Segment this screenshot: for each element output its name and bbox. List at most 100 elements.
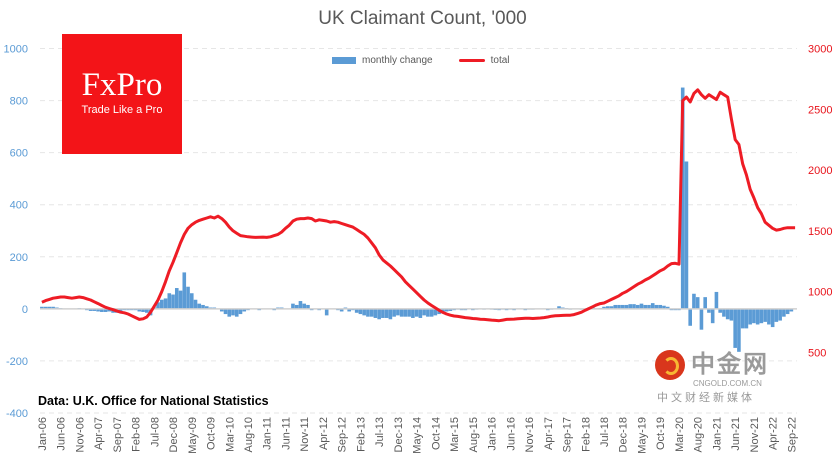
bar-monthly-change [407,308,411,317]
x-tick-label: Aug-20 [693,417,705,452]
x-tick-label: May-09 [187,417,199,454]
x-tick-label: Feb-08 [131,417,143,452]
x-tick-label: Apr-22 [768,417,780,450]
bar-monthly-change [223,308,228,315]
bar-monthly-change [306,304,310,309]
bar-monthly-change [714,291,719,309]
bar-monthly-change [88,308,93,311]
bar-monthly-change [748,308,752,325]
bar-monthly-change [737,308,741,352]
bar-monthly-change [759,308,764,324]
bar-monthly-change [294,304,299,309]
bar-monthly-change [422,308,426,316]
legend-swatch-monthly-change [332,57,356,64]
right-tick-label: 1000 [808,287,832,299]
bar-monthly-change [722,308,726,317]
left-tick-label: 400 [10,200,28,212]
x-tick-label: Jul-08 [149,417,161,447]
bar-monthly-change [159,299,164,309]
bar-monthly-change [429,308,434,317]
bar-monthly-change [740,308,745,329]
bar-monthly-change [620,304,625,309]
bar-monthly-change [411,308,415,318]
left-tick-label: 1000 [4,44,28,56]
right-axis-labels: 3000 2500 2000 1500 1000 500 [808,44,832,360]
bar-monthly-change [186,286,190,309]
bar-monthly-change [448,308,453,311]
x-tick-label: Mar-15 [449,417,461,452]
x-tick-label: Jun-11 [280,417,292,450]
watermark-url: CNGOLD.COM.CN [693,379,762,388]
bar-monthly-change [789,308,794,312]
x-tick-label: Oct-19 [655,417,667,450]
left-tick-label: 600 [10,148,28,160]
x-tick-label: Oct-14 [430,417,442,450]
right-tick-label: 3000 [808,44,832,56]
bar-monthly-change [767,308,771,325]
bar-monthly-change [763,308,767,322]
bar-monthly-change [107,308,112,312]
x-axis-labels: Jan-06 Jun-06 Nov-06 Apr-07 Sep-07 Feb-08 Jul-… [37,417,799,454]
x-tick-label: Jul-18 [599,417,611,447]
bar-monthly-change [414,308,419,317]
chart-title: UK Claimant Count, '000 [318,8,527,29]
bar-monthly-change [96,308,100,312]
fxpro-logo: FxPro Trade Like a Pro [62,34,182,154]
right-tick-label: 2000 [808,165,832,177]
bar-monthly-change [396,308,400,316]
logo-tagline: Trade Like a Pro [81,104,163,116]
bar-monthly-change [688,308,692,326]
bar-monthly-change [658,304,663,309]
bar-monthly-change [403,308,408,317]
bar-monthly-change [755,308,760,325]
bar-monthly-change [234,308,239,317]
bar-monthly-change [163,298,168,309]
bar-monthly-change [103,308,108,312]
x-tick-label: Mar-20 [674,417,686,452]
bar-monthly-change [703,297,707,309]
bar-monthly-change [381,308,385,318]
bar-monthly-change [369,308,374,317]
bar-monthly-change [51,306,55,309]
bar-monthly-change [392,308,396,317]
bar-monthly-change [654,304,659,309]
x-tick-label: Feb-18 [580,417,592,452]
bar-monthly-change [733,308,737,348]
bar-monthly-change [399,308,404,317]
bar-monthly-change [632,304,636,309]
bar-monthly-change [384,308,389,318]
bar-monthly-change [710,308,715,324]
x-tick-label: Aug-10 [243,417,255,452]
legend-label-total: total [490,55,510,66]
bar-monthly-change [354,308,359,313]
x-tick-label: May-14 [412,417,424,454]
bar-monthly-change [725,308,730,320]
bar-monthly-change [242,308,247,312]
bar-monthly-change [366,308,370,317]
bar-monthly-change [362,308,366,316]
bar-monthly-change [231,308,235,316]
x-tick-label: Jun-16 [505,417,517,451]
bar-monthly-change [189,293,194,309]
x-tick-label: Mar-10 [224,417,236,452]
bar-monthly-change [635,304,640,309]
bar-monthly-change [665,306,670,309]
watermark-slogan: 中文财经新媒体 [657,391,755,404]
bar-monthly-change [426,308,430,317]
bar-monthly-change [624,304,629,309]
bar-monthly-change [298,301,303,309]
right-tick-label: 500 [808,347,826,359]
bar-monthly-change [358,308,363,315]
bar-monthly-change [557,306,561,309]
bar-monthly-change [609,306,614,309]
bar-monthly-change [639,303,644,309]
bar-monthly-change [729,308,734,321]
x-tick-label: Apr-12 [318,417,330,450]
bar-monthly-change [167,293,172,309]
bar-monthly-change [774,308,779,322]
x-tick-label: Jun-06 [56,417,68,451]
bar-monthly-change [43,306,48,309]
bar-monthly-change [193,299,198,309]
bar-monthly-change [680,87,685,309]
